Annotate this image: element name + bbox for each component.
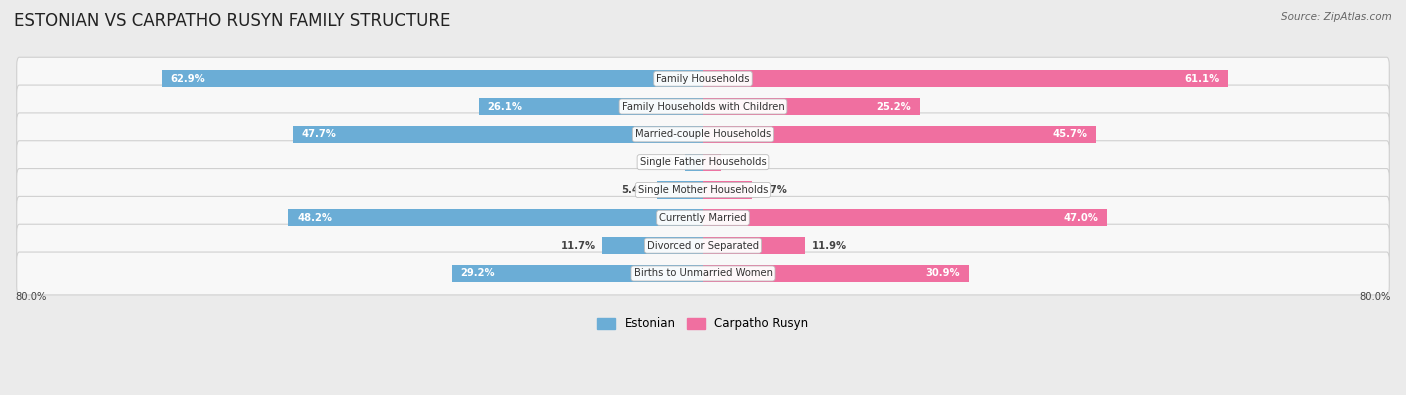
FancyBboxPatch shape (17, 85, 1389, 128)
Text: 2.1%: 2.1% (650, 157, 678, 167)
Text: 45.7%: 45.7% (1053, 129, 1087, 139)
Text: 62.9%: 62.9% (170, 74, 205, 84)
Text: Married-couple Households: Married-couple Households (636, 129, 770, 139)
Bar (703, 209, 1107, 226)
Text: 30.9%: 30.9% (925, 269, 960, 278)
Text: 26.1%: 26.1% (486, 102, 522, 111)
Text: Family Households with Children: Family Households with Children (621, 102, 785, 111)
Bar (288, 209, 703, 226)
Legend: Estonian, Carpatho Rusyn: Estonian, Carpatho Rusyn (598, 318, 808, 331)
Bar (703, 265, 969, 282)
Text: Divorced or Separated: Divorced or Separated (647, 241, 759, 251)
FancyBboxPatch shape (17, 57, 1389, 100)
Text: 25.2%: 25.2% (876, 102, 911, 111)
Bar (703, 181, 752, 199)
Text: 5.4%: 5.4% (621, 185, 650, 195)
Bar (478, 98, 703, 115)
Bar (162, 70, 703, 87)
Bar (451, 265, 703, 282)
FancyBboxPatch shape (17, 141, 1389, 184)
Text: ESTONIAN VS CARPATHO RUSYN FAMILY STRUCTURE: ESTONIAN VS CARPATHO RUSYN FAMILY STRUCT… (14, 12, 450, 30)
Text: Family Households: Family Households (657, 74, 749, 84)
Bar (703, 237, 806, 254)
Bar (703, 154, 721, 171)
Text: 5.7%: 5.7% (759, 185, 787, 195)
FancyBboxPatch shape (17, 196, 1389, 239)
Bar (292, 126, 703, 143)
Bar (657, 181, 703, 199)
Text: Currently Married: Currently Married (659, 213, 747, 223)
Bar (685, 154, 703, 171)
Text: 2.1%: 2.1% (728, 157, 756, 167)
Text: 61.1%: 61.1% (1185, 74, 1220, 84)
Bar (703, 126, 1097, 143)
Text: Single Mother Households: Single Mother Households (638, 185, 768, 195)
Bar (703, 98, 920, 115)
Text: 47.0%: 47.0% (1064, 213, 1098, 223)
Text: Single Father Households: Single Father Households (640, 157, 766, 167)
Bar (602, 237, 703, 254)
Text: 80.0%: 80.0% (1360, 292, 1391, 301)
FancyBboxPatch shape (17, 169, 1389, 211)
Text: Source: ZipAtlas.com: Source: ZipAtlas.com (1281, 12, 1392, 22)
Text: 11.9%: 11.9% (813, 241, 848, 251)
FancyBboxPatch shape (17, 252, 1389, 295)
Text: 48.2%: 48.2% (297, 213, 332, 223)
FancyBboxPatch shape (17, 224, 1389, 267)
Text: Births to Unmarried Women: Births to Unmarried Women (634, 269, 772, 278)
FancyBboxPatch shape (17, 113, 1389, 156)
Text: 11.7%: 11.7% (561, 241, 596, 251)
Text: 80.0%: 80.0% (15, 292, 46, 301)
Text: 29.2%: 29.2% (461, 269, 495, 278)
Bar (703, 70, 1229, 87)
Text: 47.7%: 47.7% (301, 129, 336, 139)
